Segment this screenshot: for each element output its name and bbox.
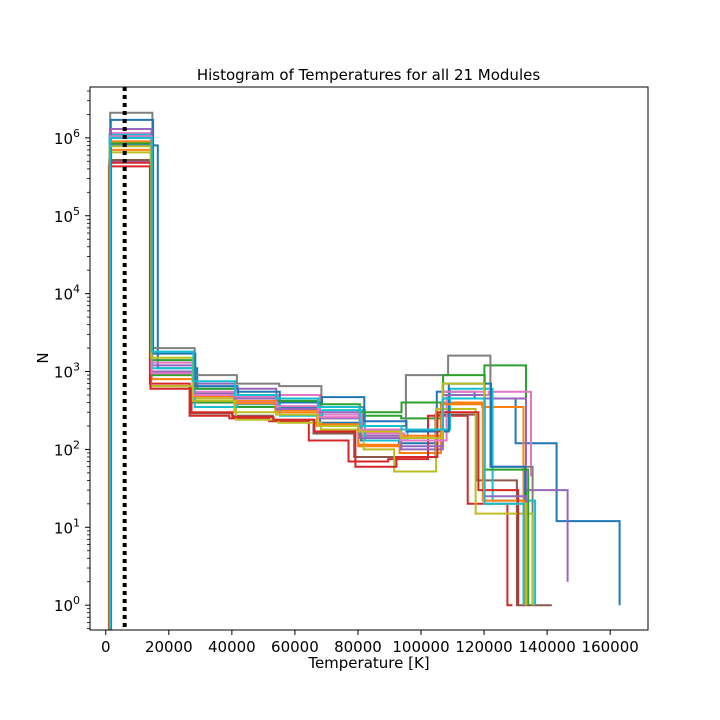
y-tick-label: 101: [54, 516, 80, 537]
y-tick-label: 103: [54, 361, 80, 382]
plot-frame: [89, 86, 649, 631]
y-axis-label: N: [34, 352, 52, 363]
histogram-series-2: [109, 148, 525, 630]
y-tick-label: 105: [54, 205, 80, 226]
histogram-series-1: [110, 144, 621, 630]
x-tick-label: 80000: [334, 638, 382, 656]
chart-title: Histogram of Temperatures for all 21 Mod…: [197, 66, 540, 84]
histogram-series-5: [108, 160, 569, 630]
x-tick-label: 120000: [455, 638, 512, 656]
histogram-series-10: [108, 133, 537, 630]
x-tick-label: 0: [101, 638, 111, 656]
x-tick-label: 20000: [145, 638, 193, 656]
x-axis-ticks: 0 20000 40000 60000 80000 100000 120000 140000 1…: [101, 630, 639, 656]
histogram-series-4: [107, 165, 513, 630]
y-tick-label: 104: [54, 283, 80, 304]
y-tick-label: 102: [54, 438, 80, 459]
x-tick-label: 140000: [518, 638, 575, 656]
histogram-series-14: [108, 161, 520, 630]
histogram-series-18: [109, 136, 525, 630]
y-axis-ticks: 100 101 102 103 104 105 106: [54, 90, 90, 630]
y-tick-label: 106: [54, 127, 80, 148]
histogram-series-7: [108, 132, 532, 630]
x-tick-label: 160000: [582, 638, 639, 656]
histogram-series-17: [108, 145, 528, 630]
x-tick-label: 40000: [208, 638, 256, 656]
y-tick-label: 100: [54, 594, 80, 615]
histogram-series-16: [108, 135, 527, 630]
x-axis-label: Temperature [K]: [307, 654, 429, 672]
histogram-series-layer: [107, 111, 621, 630]
x-tick-label: 60000: [271, 638, 319, 656]
x-tick-label: 100000: [392, 638, 449, 656]
